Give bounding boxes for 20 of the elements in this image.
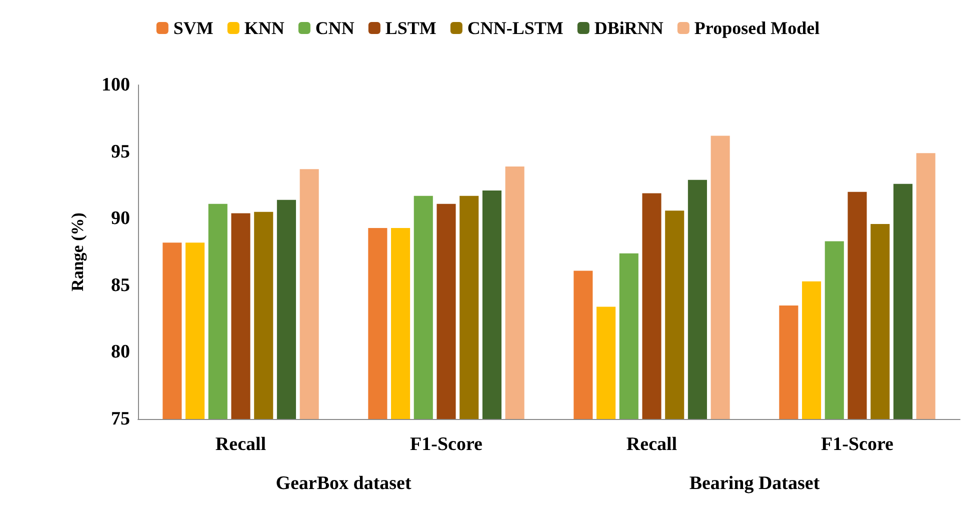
x-tick-label: F1-Score <box>821 434 894 455</box>
text: Bearing Dataset <box>689 473 820 494</box>
y-axis-title: Range (%) <box>68 212 87 292</box>
text: GearBox dataset <box>276 473 412 494</box>
legend-label: DBiRNN <box>594 18 664 38</box>
x-tick-label: F1-Score <box>410 434 482 455</box>
y-tick-label: 75 <box>111 408 130 430</box>
legend-label: Proposed Model <box>694 18 820 38</box>
y-tick-label: 85 <box>111 274 130 296</box>
legend-label: LSTM <box>385 18 436 38</box>
x-tick-label: Recall <box>215 434 266 455</box>
y-tick-label: 80 <box>111 342 130 363</box>
x-tick-label: Recall <box>626 434 678 455</box>
y-tick-label: 100 <box>102 74 130 96</box>
legend-label: KNN <box>244 18 284 38</box>
legend-label: SVM <box>173 18 214 38</box>
y-tick-label: 90 <box>111 208 130 230</box>
legend-label: CNN-LSTM <box>467 18 564 38</box>
legend-label: CNN <box>315 18 354 38</box>
y-tick-label: 95 <box>111 141 130 162</box>
